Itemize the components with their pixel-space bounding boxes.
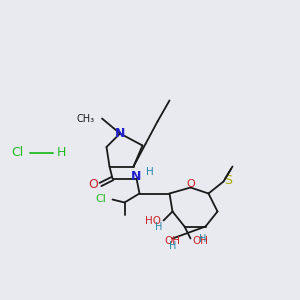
Text: H: H — [154, 221, 162, 232]
Text: N: N — [115, 127, 125, 140]
Text: CH₃: CH₃ — [76, 113, 94, 124]
Text: Cl: Cl — [12, 146, 24, 160]
Text: Cl: Cl — [95, 194, 106, 205]
Text: O: O — [186, 179, 195, 189]
Text: S: S — [224, 173, 232, 187]
Text: H: H — [146, 167, 153, 177]
Text: OH: OH — [192, 236, 208, 247]
Text: H: H — [199, 234, 206, 244]
Text: H: H — [57, 146, 66, 160]
Text: HO: HO — [145, 215, 160, 226]
Text: H: H — [169, 241, 177, 251]
Text: OH: OH — [164, 236, 181, 247]
Text: O: O — [88, 178, 98, 191]
Text: N: N — [131, 170, 142, 184]
